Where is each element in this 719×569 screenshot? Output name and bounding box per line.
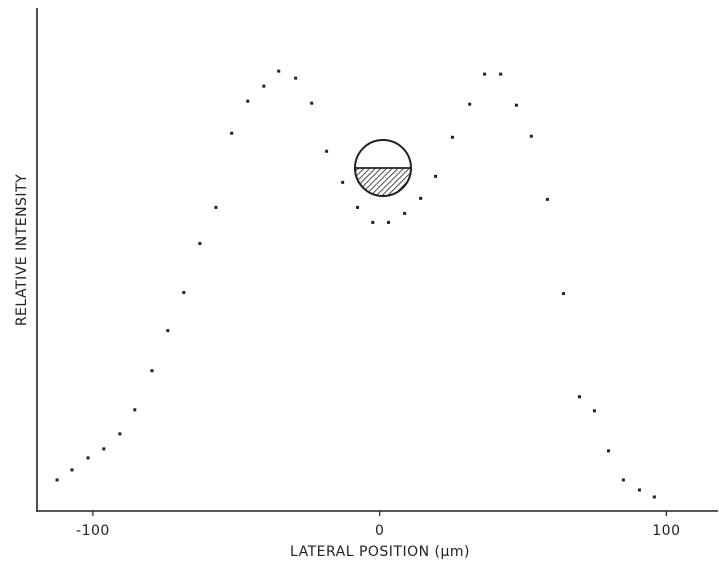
point (277, 69, 281, 73)
point (102, 447, 106, 451)
x-tick-label: 100 (652, 523, 680, 539)
point (262, 84, 266, 88)
point (606, 449, 610, 453)
point (70, 468, 74, 472)
point (578, 395, 582, 399)
point (529, 134, 533, 138)
point (450, 135, 454, 139)
point (86, 456, 90, 460)
point (166, 329, 170, 333)
x-tick-label: -100 (76, 523, 110, 539)
point (150, 369, 154, 373)
point (198, 241, 202, 245)
point (182, 291, 186, 295)
y-axis-label: RELATIVE INTENSITY (14, 174, 30, 326)
point (133, 408, 137, 412)
point (118, 432, 122, 436)
point (483, 72, 487, 76)
point (294, 76, 298, 80)
point (341, 180, 345, 184)
point (499, 72, 503, 76)
point (637, 488, 641, 492)
point (310, 101, 314, 105)
sphere-icon (354, 139, 412, 197)
point (403, 211, 407, 215)
point (325, 149, 329, 153)
point (371, 220, 375, 224)
point (434, 174, 438, 178)
point (621, 478, 625, 482)
point (514, 103, 518, 107)
x-tick-label: 0 (375, 523, 384, 539)
point (246, 99, 250, 103)
point (561, 292, 565, 296)
point (214, 205, 218, 209)
point (545, 197, 549, 201)
point (387, 220, 391, 224)
x-axis-label: LATERAL POSITION (μm) (290, 544, 470, 560)
point (356, 205, 360, 209)
point (468, 102, 472, 106)
point (419, 196, 423, 200)
point (230, 131, 234, 135)
point (55, 478, 59, 482)
point (592, 409, 596, 413)
point (652, 495, 656, 499)
